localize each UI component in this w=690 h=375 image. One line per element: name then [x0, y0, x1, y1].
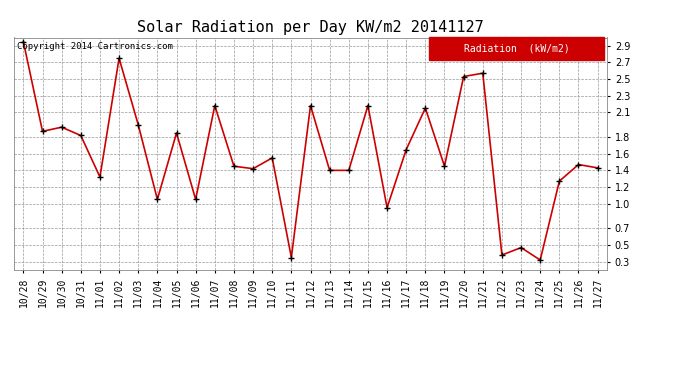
Text: Copyright 2014 Cartronics.com: Copyright 2014 Cartronics.com [17, 42, 172, 51]
Text: Radiation  (kW/m2): Radiation (kW/m2) [464, 44, 569, 54]
Bar [429, 38, 604, 60]
Title: Solar Radiation per Day KW/m2 20141127: Solar Radiation per Day KW/m2 20141127 [137, 20, 484, 35]
